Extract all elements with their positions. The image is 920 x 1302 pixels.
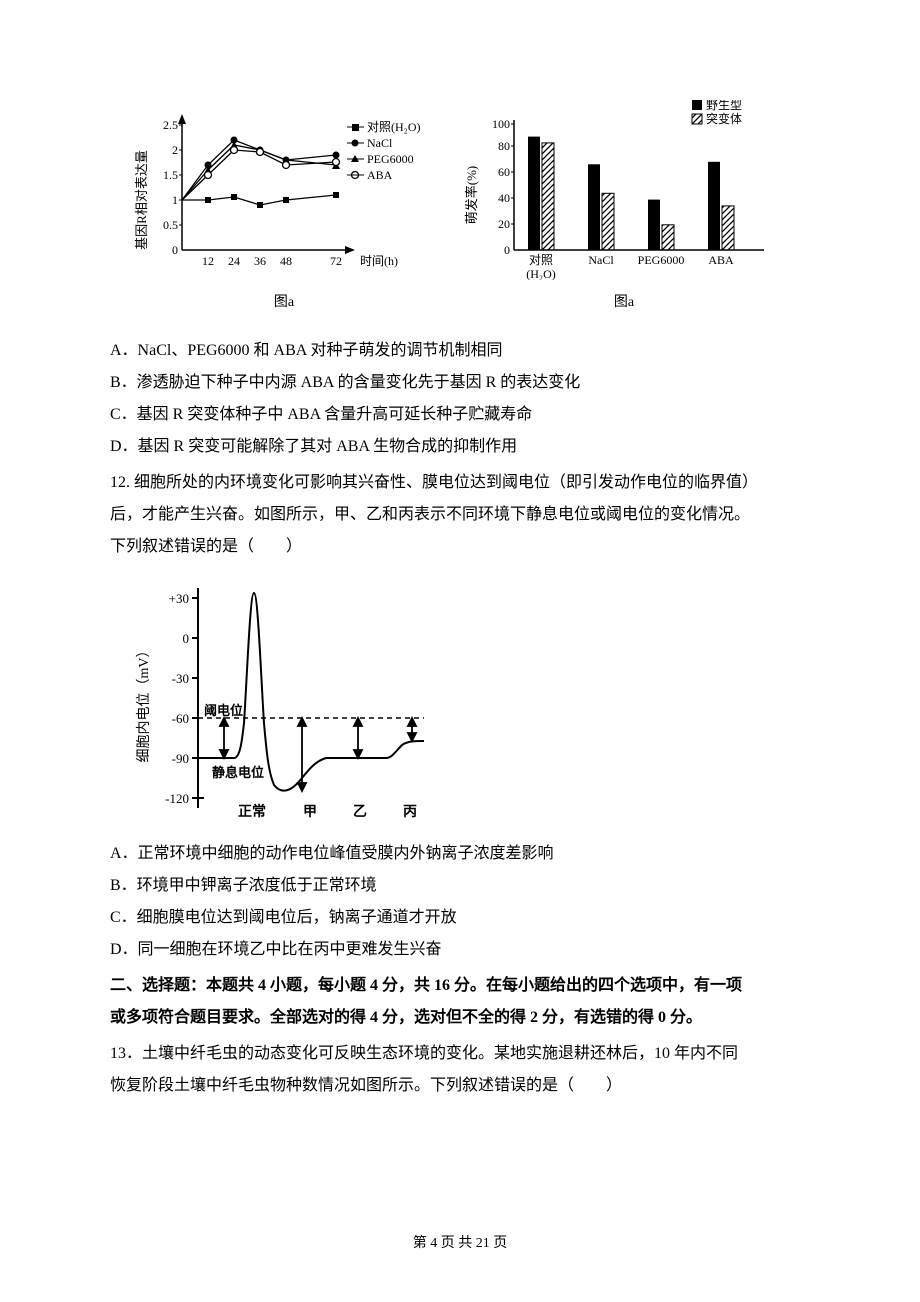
legend-label: ABA bbox=[367, 168, 393, 182]
chart-b-ytick: 100 bbox=[492, 117, 510, 131]
option-text: C．基因 R 突变体种子中 ABA 含量升高可延长种子贮藏寿命 bbox=[110, 399, 810, 431]
series-control bbox=[182, 192, 339, 208]
svg-text:PEG6000: PEG6000 bbox=[638, 253, 685, 267]
figure2-ytick: 0 bbox=[183, 631, 190, 646]
chart-a-xlabel: 时间(h) bbox=[360, 254, 398, 268]
chart-a-xtick: 72 bbox=[330, 254, 342, 268]
chart-b-caption: 图a bbox=[464, 291, 784, 311]
option-text: B．渗透胁迫下种子中内源 ABA 的含量变化先于基因 R 的表达变化 bbox=[110, 367, 810, 399]
chart-b-xlabels: 对照 (H₂O) NaCl PEG6000 ABA bbox=[526, 253, 734, 280]
stem-line: 12. 细胞所处的内环境变化可影响其兴奋性、膜电位达到阈电位（即引发动作电位的临… bbox=[110, 467, 810, 499]
section2-heading: 二、选择题：本题共 4 小题，每小题 4 分，共 16 分。在每小题给出的四个选… bbox=[110, 970, 810, 1034]
bar-mutant bbox=[542, 143, 554, 250]
chart-a-yticks: 0 0.5 1 1.5 2 2.5 bbox=[163, 118, 182, 257]
figure2-xlabel: 甲 bbox=[303, 804, 317, 820]
figure2-ytick: -120 bbox=[165, 791, 189, 806]
chart-a-ytick: 2.5 bbox=[163, 118, 178, 132]
option-text: A．NaCl、PEG6000 和 ABA 对种子萌发的调节机制相同 bbox=[110, 335, 810, 367]
chart-a-axes bbox=[178, 114, 355, 254]
section-line: 或多项符合题目要求。全部选对的得 4 分，选对但不全的得 2 分，有选错的得 0… bbox=[110, 1002, 810, 1034]
series-aba bbox=[182, 147, 340, 201]
figure2-ytick: -90 bbox=[172, 751, 189, 766]
q12-options: A．正常环境中细胞的动作电位峰值受膜内外钠离子浓度差影响 B．环境甲中钾离子浓度… bbox=[110, 838, 810, 966]
option-text: D．基因 R 突变可能解除了其对 ABA 生物合成的抑制作用 bbox=[110, 431, 810, 463]
chart-a-line: 基因R相对表达量 0 0.5 1 1.5 2 2.5 bbox=[134, 100, 434, 311]
page-footer: 第 4 页 共 21 页 bbox=[0, 1232, 920, 1252]
resting-label: 静息电位 bbox=[212, 765, 264, 780]
figure2-ytick: +30 bbox=[169, 591, 189, 606]
chart-b-ytick: 40 bbox=[498, 191, 510, 205]
stem-line: 后，才能产生兴奋。如图所示，甲、乙和丙表示不同环境下静息电位或阈电位的变化情况。 bbox=[110, 499, 810, 531]
legend-label: NaCl bbox=[367, 136, 393, 150]
option-text: B．环境甲中钾离子浓度低于正常环境 bbox=[110, 870, 810, 902]
option-text: A．正常环境中细胞的动作电位峰值受膜内外钠离子浓度差影响 bbox=[110, 838, 810, 870]
figures-row: 基因R相对表达量 0 0.5 1 1.5 2 2.5 bbox=[134, 100, 810, 311]
bar-wild bbox=[648, 200, 660, 250]
chart-b-ytick: 20 bbox=[498, 217, 510, 231]
chart-a-ytick: 0.5 bbox=[163, 218, 178, 232]
legend-label: 突变体 bbox=[706, 111, 742, 126]
gap-arrows bbox=[220, 718, 416, 791]
legend-label: PEG6000 bbox=[367, 152, 414, 166]
chart-a-ytick: 0 bbox=[172, 243, 178, 257]
figure2-xlabels: 正常 甲 乙 丙 bbox=[238, 803, 417, 820]
stem-line: 恢复阶段土壤中纤毛虫物种数情况如图所示。下列叙述错误的是（ ） bbox=[110, 1070, 810, 1102]
chart-a-ytick: 1 bbox=[172, 193, 178, 207]
bar-mutant bbox=[662, 225, 674, 250]
figure2-yticks: +30 0 -30 -60 -90 -120 bbox=[165, 591, 198, 806]
stem-line: 13．土壤中纤毛虫的动态变化可反映生态环境的变化。某地实施退耕还林后，10 年内… bbox=[110, 1038, 810, 1070]
bar-wild bbox=[528, 137, 540, 250]
figure2-ytick: -30 bbox=[172, 671, 189, 686]
chart-b-ytick: 60 bbox=[498, 165, 510, 179]
chart-a-xtick: 12 bbox=[202, 254, 214, 268]
bar-mutant bbox=[722, 206, 734, 250]
q12-stem: 12. 细胞所处的内环境变化可影响其兴奋性、膜电位达到阈电位（即引发动作电位的临… bbox=[110, 467, 810, 563]
chart-a-svg: 基因R相对表达量 0 0.5 1 1.5 2 2.5 bbox=[134, 100, 434, 280]
chart-a-xtick: 24 bbox=[228, 254, 240, 268]
chart-b-bar: 萌发率(%) 0 20 40 60 80 100 bbox=[464, 100, 784, 311]
chart-a-legend: 对照(H₂O) NaCl PEG6000 ABA bbox=[347, 120, 421, 182]
legend-label: 野生型 bbox=[706, 100, 742, 112]
chart-b-ylabel: 萌发率(%) bbox=[464, 166, 479, 225]
bar-wild bbox=[588, 164, 600, 250]
svg-text:ABA: ABA bbox=[708, 253, 734, 267]
bar-wild bbox=[708, 162, 720, 250]
q13-stem: 13．土壤中纤毛虫的动态变化可反映生态环境的变化。某地实施退耕还林后，10 年内… bbox=[110, 1038, 810, 1102]
chart-a-ylabel: 基因R相对表达量 bbox=[134, 150, 149, 250]
section-line: 二、选择题：本题共 4 小题，每小题 4 分，共 16 分。在每小题给出的四个选… bbox=[110, 970, 810, 1002]
series-nacl bbox=[182, 137, 340, 201]
figure2-xlabel: 丙 bbox=[403, 804, 417, 820]
resting-ap-curve bbox=[198, 593, 424, 791]
bar-mutant bbox=[602, 193, 614, 250]
stem-line: 下列叙述错误的是（ ） bbox=[110, 531, 810, 563]
svg-text:对照: 对照 bbox=[529, 253, 553, 267]
chart-b-ytick: 0 bbox=[504, 243, 510, 257]
chart-a-xticks: 12 24 36 48 72 时间(h) bbox=[202, 254, 398, 268]
figure2-ytick: -60 bbox=[172, 711, 189, 726]
figure2-xlabel: 乙 bbox=[353, 804, 367, 820]
chart-b-svg: 萌发率(%) 0 20 40 60 80 100 bbox=[464, 100, 784, 280]
chart-a-ytick: 1.5 bbox=[163, 168, 178, 182]
figure2-potential: 细胞内电位（mV） +30 0 -30 -60 -90 -120 阈电位 静息电… bbox=[134, 573, 810, 828]
chart-a-xtick: 36 bbox=[254, 254, 266, 268]
svg-text:NaCl: NaCl bbox=[588, 253, 614, 267]
chart-a-xtick: 48 bbox=[280, 254, 292, 268]
option-text: C．细胞膜电位达到阈电位后，钠离子通道才开放 bbox=[110, 902, 810, 934]
option-text: D．同一细胞在环境乙中比在丙中更难发生兴奋 bbox=[110, 934, 810, 966]
figure2-svg: 细胞内电位（mV） +30 0 -30 -60 -90 -120 阈电位 静息电… bbox=[134, 573, 434, 823]
chart-b-legend: 野生型 突变体 bbox=[692, 100, 742, 126]
figure2-xlabel: 正常 bbox=[238, 803, 266, 820]
q11-options: A．NaCl、PEG6000 和 ABA 对种子萌发的调节机制相同 B．渗透胁迫… bbox=[110, 335, 810, 463]
legend-label: 对照(H₂O) bbox=[367, 120, 421, 134]
chart-b-yticks: 0 20 40 60 80 100 bbox=[492, 117, 514, 257]
chart-b-ytick: 80 bbox=[498, 139, 510, 153]
figure2-ylabel: 细胞内电位（mV） bbox=[136, 644, 152, 763]
svg-text:(H₂O): (H₂O) bbox=[526, 267, 556, 280]
threshold-label: 阈电位 bbox=[204, 703, 243, 718]
chart-a-ytick: 2 bbox=[172, 143, 178, 157]
chart-a-caption: 图a bbox=[134, 291, 434, 311]
